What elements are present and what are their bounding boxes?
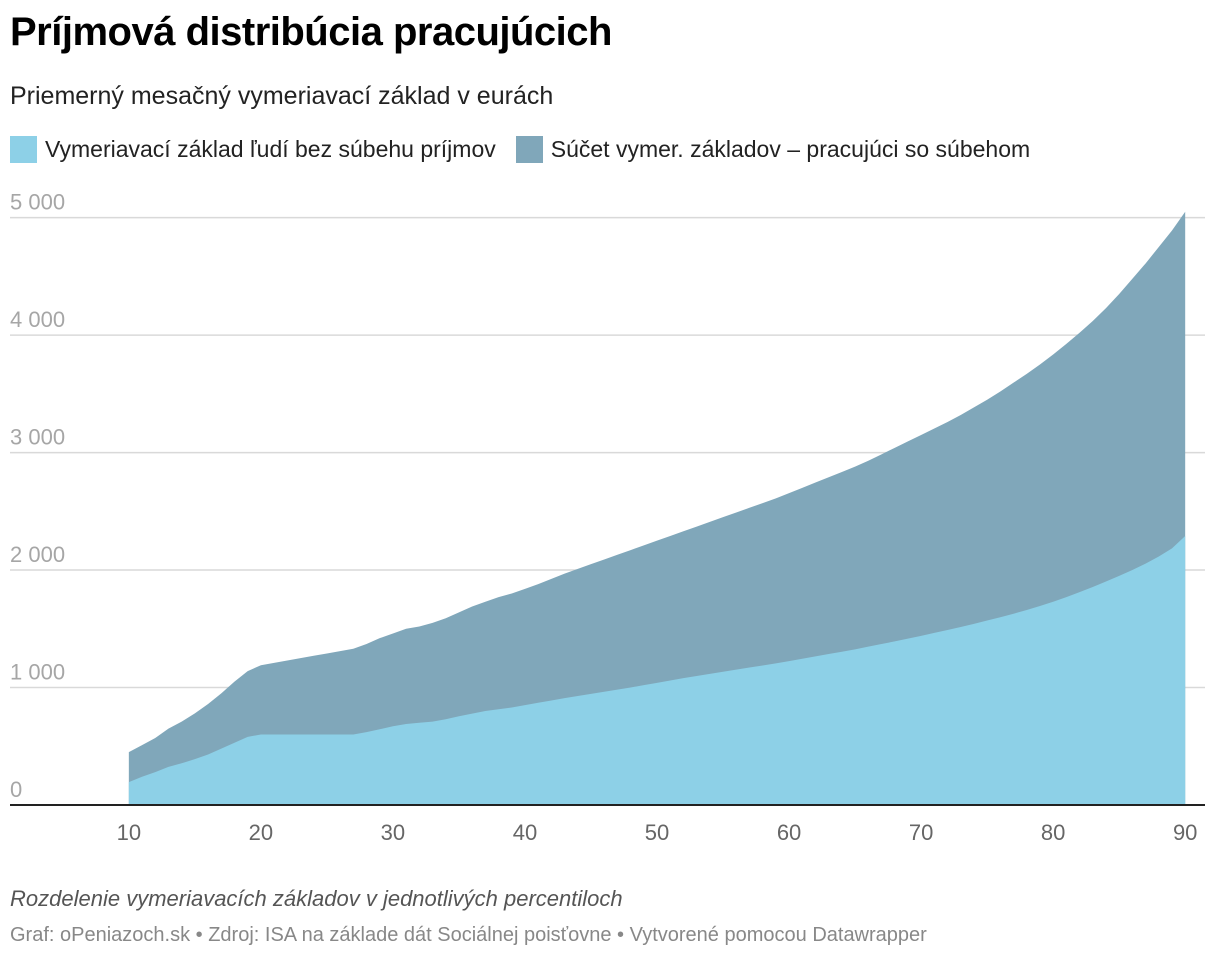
x-tick-label: 20 xyxy=(249,820,273,845)
y-tick-label: 5 000 xyxy=(10,190,65,215)
chart-footer: Graf: oPeniazoch.sk • Zdroj: ISA na zákl… xyxy=(10,924,927,946)
x-tick-label: 10 xyxy=(117,820,141,845)
area-series-base xyxy=(128,535,1186,805)
x-tick-label: 60 xyxy=(777,820,801,845)
y-tick-label: 4 000 xyxy=(10,307,65,332)
x-tick-label: 30 xyxy=(381,820,405,845)
area-chart: 0 1 000 2 000 3 000 4 000 5 000 10 20 30 40 50 60 70… xyxy=(10,190,1205,845)
chart-note: Rozdelenie vymeriavacích základov v jedn… xyxy=(10,886,623,911)
legend-swatch-base xyxy=(10,136,37,163)
x-tick-label: 40 xyxy=(513,820,537,845)
chart-subtitle: Priemerný mesačný vymeriavací základ v e… xyxy=(10,82,554,110)
legend-swatch-sum xyxy=(515,136,543,163)
chart-title: Príjmová distribúcia pracujúcich xyxy=(10,10,612,54)
x-tick-label: 50 xyxy=(645,820,669,845)
y-tick-label: 3 000 xyxy=(10,425,65,450)
x-tick-label: 80 xyxy=(1041,820,1065,845)
chart-areas xyxy=(128,211,1186,805)
chart-axes: 0 1 000 2 000 3 000 4 000 5 000 10 20 30 40 50 60 70… xyxy=(10,190,1205,845)
x-tick-label: 70 xyxy=(909,820,933,845)
y-tick-label: 0 xyxy=(10,777,22,802)
y-tick-label: 2 000 xyxy=(10,542,65,567)
legend-label-sum: Súčet vymer. základov – pracujúci so súb… xyxy=(550,136,1031,162)
legend-label-base: Vymeriavací základ ľudí bez súbehu príjm… xyxy=(45,136,496,162)
legend-item-sum: Súčet vymer. základov – pracujúci so súb… xyxy=(515,136,1031,163)
x-tick-label: 90 xyxy=(1173,820,1197,845)
y-tick-label: 1 000 xyxy=(10,660,65,685)
chart-legend: Vymeriavací základ ľudí bez súbehu príjm… xyxy=(10,136,1050,163)
legend-item-base: Vymeriavací základ ľudí bez súbehu príjm… xyxy=(10,136,496,163)
